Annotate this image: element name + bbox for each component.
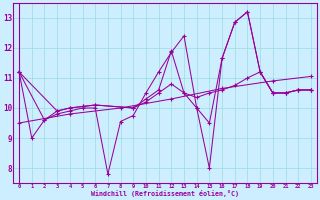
X-axis label: Windchill (Refroidissement éolien,°C): Windchill (Refroidissement éolien,°C) bbox=[91, 190, 239, 197]
